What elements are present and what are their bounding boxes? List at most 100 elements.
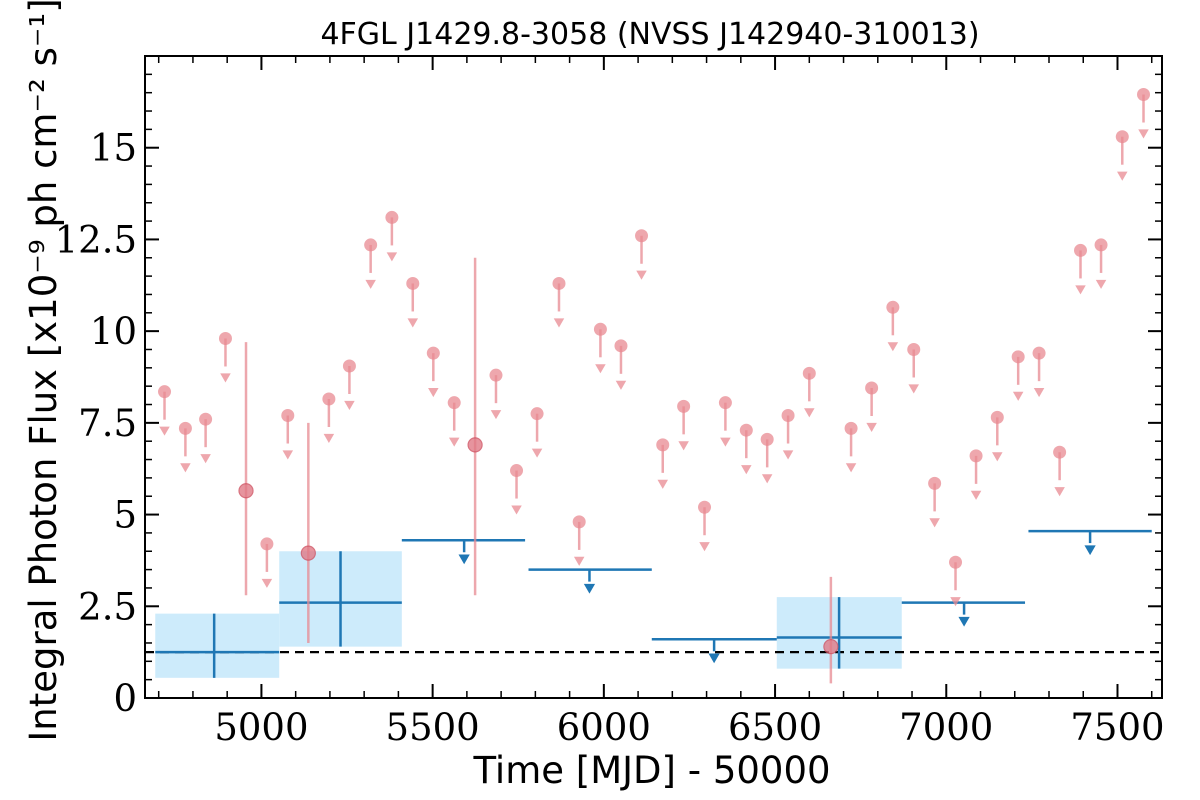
monthly-upper-limit-point	[1115, 130, 1129, 144]
y-tick-label: 15	[90, 127, 137, 170]
monthly-upper-limit-arrow	[636, 270, 647, 280]
yearly-upper-limit-arrow	[1084, 545, 1096, 556]
monthly-upper-limit-point	[260, 537, 274, 551]
monthly-upper-limit-arrow	[887, 342, 899, 352]
monthly-upper-limit-point	[572, 515, 586, 529]
monthly-upper-limit-arrow	[344, 400, 355, 410]
monthly-upper-limit-point	[739, 423, 753, 437]
monthly-point	[238, 483, 254, 499]
monthly-upper-limit-point	[510, 464, 524, 478]
x-tick-label: 6500	[728, 706, 822, 749]
monthly-upper-limit-point	[886, 300, 900, 314]
monthly-upper-limit-point	[802, 366, 816, 380]
monthly-upper-limit-arrow	[929, 518, 940, 528]
monthly-upper-limit-point	[677, 399, 691, 413]
monthly-upper-limit-point	[1053, 445, 1067, 459]
monthly-upper-limit-arrow	[992, 452, 1003, 462]
monthly-upper-limit-point	[406, 276, 420, 290]
monthly-upper-limit-arrow	[761, 474, 773, 484]
monthly-upper-limit-arrow	[573, 556, 585, 566]
monthly-upper-limit-point	[1011, 350, 1025, 364]
monthly-upper-limit-arrow	[1075, 285, 1086, 295]
chart-title: 4FGL J1429.8-3058 (NVSS J142940-310013)	[320, 17, 979, 52]
monthly-upper-limit-arrow	[804, 408, 815, 418]
monthly-upper-limit-arrow	[615, 380, 627, 390]
monthly-upper-limit-arrow	[970, 490, 982, 500]
monthly-upper-limit-point	[990, 410, 1004, 424]
monthly-upper-limit-arrow	[448, 437, 460, 447]
monthly-upper-limit-arrow	[1033, 388, 1045, 398]
y-tick-label: 7.5	[78, 402, 137, 445]
monthly-upper-limit-point	[530, 407, 544, 421]
monthly-upper-limit-point	[385, 210, 399, 224]
monthly-upper-limit-arrow	[782, 450, 794, 460]
monthly-upper-limit-point	[760, 432, 774, 446]
monthly-upper-limit-point	[199, 412, 213, 426]
monthly-upper-limit-arrow	[699, 542, 710, 552]
monthly-upper-limit-point	[447, 396, 461, 410]
monthly-upper-limit-arrow	[220, 373, 231, 383]
monthly-upper-limit-arrow	[908, 384, 919, 394]
monthly-upper-limit-point	[718, 396, 732, 410]
monthly-upper-limit-point	[158, 385, 172, 399]
monthly-upper-limit-arrow	[386, 252, 398, 262]
x-tick-label: 5500	[386, 706, 480, 749]
x-axis-label: Time [MJD] - 50000	[472, 749, 830, 792]
monthly-upper-limit-arrow	[323, 433, 335, 444]
monthly-upper-limit-point	[218, 331, 232, 345]
monthly-upper-limit-arrow	[1117, 171, 1128, 181]
monthly-upper-limit-point	[698, 500, 712, 514]
y-tick-label: 5	[113, 494, 137, 537]
monthly-upper-limit-point	[656, 438, 670, 452]
monthly-upper-limit-arrow	[657, 479, 668, 489]
plot-area: 5000 5500 6000 6500 7000 7500 0 2.5 5 7.5 10 12.5 15	[55, 56, 1165, 749]
monthly-upper-limit-arrow	[531, 448, 543, 458]
y-tick-label: 12.5	[55, 218, 137, 261]
monthly-upper-limit-arrow	[407, 318, 419, 328]
plot-frame	[144, 55, 1163, 699]
yearly-upper-limit-arrow	[583, 583, 596, 594]
yearly-upper-limit-arrow	[708, 653, 720, 664]
monthly-upper-limit-point	[489, 368, 503, 382]
x-tick-label: 6000	[557, 706, 651, 749]
y-tick-label: 10	[90, 310, 137, 353]
monthly-upper-limit-point	[322, 392, 336, 406]
monthly-upper-limit-arrow	[180, 463, 191, 473]
monthly-upper-limit-point	[281, 409, 295, 423]
monthly-upper-limit-arrow	[1138, 129, 1149, 139]
monthly-upper-limit-arrow	[950, 597, 961, 607]
monthly-upper-limit-point	[552, 276, 566, 290]
monthly-upper-limit-point	[781, 409, 795, 423]
x-tick-label: 5000	[214, 706, 308, 749]
monthly-point	[823, 639, 839, 655]
monthly-upper-limit-point	[1137, 88, 1151, 102]
monthly-upper-limit-point	[907, 342, 921, 356]
monthly-upper-limit-point	[364, 238, 378, 252]
monthly-upper-limit-point	[949, 555, 963, 569]
monthly-upper-limit-arrow	[511, 505, 522, 515]
yearly-error-box	[155, 613, 280, 678]
monthly-upper-limit-arrow	[200, 454, 211, 464]
monthly-upper-limit-point	[928, 476, 942, 490]
monthly-upper-limit-arrow	[1012, 391, 1024, 401]
monthly-upper-limit-point	[426, 346, 440, 360]
monthly-upper-limit-arrow	[490, 410, 502, 420]
monthly-upper-limit-point	[178, 421, 192, 435]
monthly-upper-limit-point	[1094, 238, 1108, 252]
x-tick-label: 7000	[899, 706, 993, 749]
y-axis-label: Integral Photon Flux [x10⁻⁹ ph cm⁻² s⁻¹]	[22, 0, 65, 742]
monthly-upper-limit-arrow	[741, 465, 752, 475]
monthly-upper-limit-point	[865, 381, 879, 395]
monthly-upper-limit-arrow	[365, 279, 376, 289]
x-tick-label: 7500	[1070, 706, 1164, 749]
monthly-upper-limit-point	[1074, 243, 1088, 257]
monthly-upper-limit-arrow	[261, 578, 273, 588]
monthly-upper-limit-arrow	[845, 463, 857, 473]
yearly-upper-limit-arrow	[458, 554, 470, 565]
monthly-upper-limit-point	[342, 359, 356, 373]
monthly-upper-limit-arrow	[159, 426, 170, 436]
monthly-upper-limit-point	[614, 339, 628, 353]
monthly-upper-limit-point	[1032, 346, 1046, 360]
monthly-upper-limit-arrow	[595, 364, 606, 374]
yearly-upper-limit-arrow	[958, 616, 970, 627]
